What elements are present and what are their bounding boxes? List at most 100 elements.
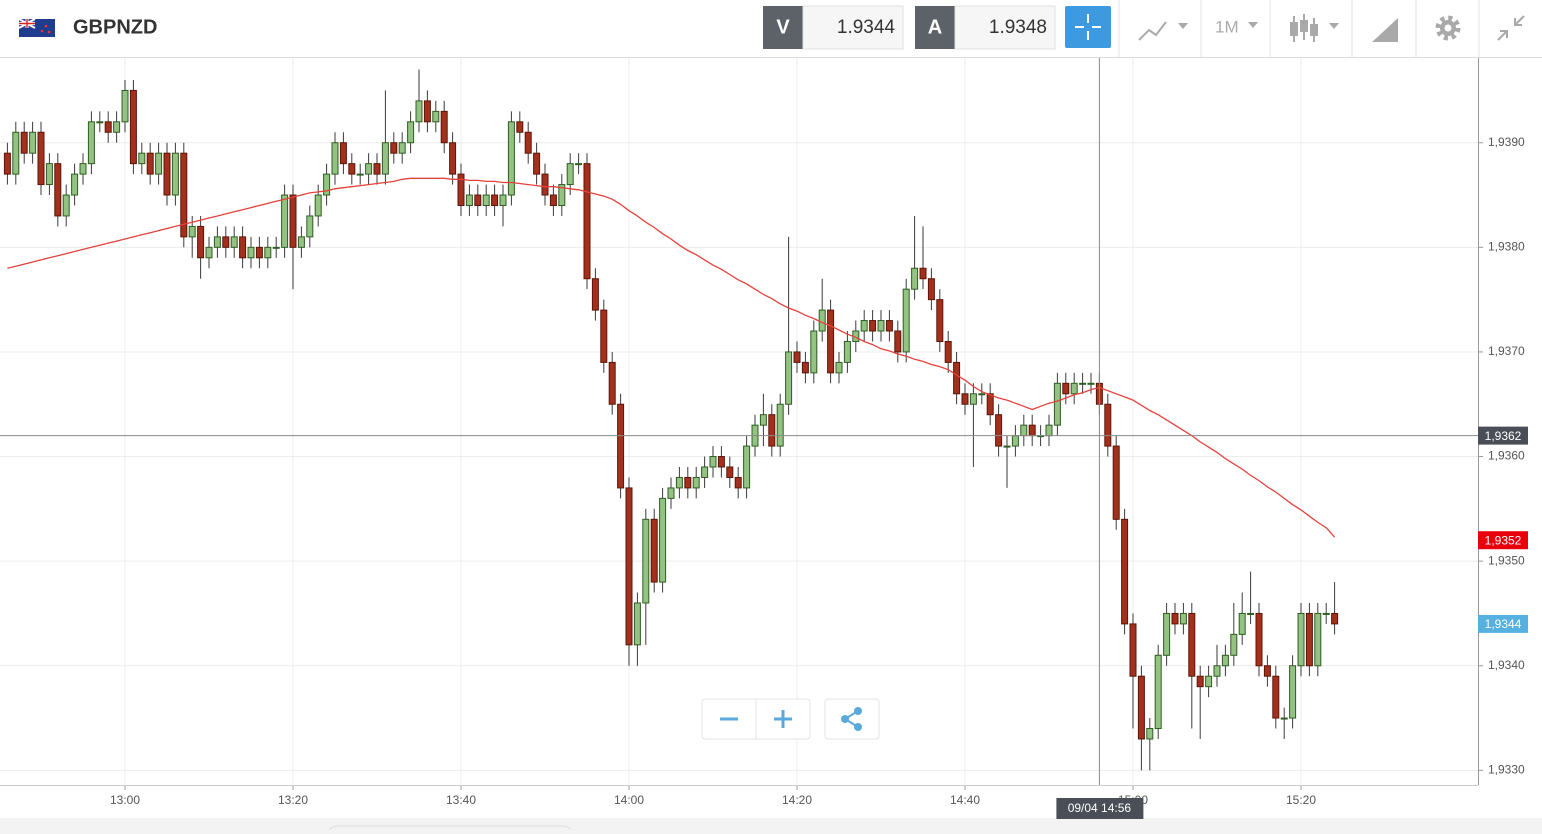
candle-body-up — [911, 267, 919, 290]
candle-style-button[interactable] — [1290, 14, 1339, 42]
candle-body-up — [1230, 633, 1238, 656]
crosshair-button[interactable] — [1065, 6, 1111, 48]
candle-body-down — [869, 320, 877, 332]
zoom-out-button[interactable] — [702, 699, 756, 739]
candle-body-up — [499, 194, 507, 206]
candle-body-up — [692, 476, 700, 489]
candle-body-up — [113, 121, 121, 133]
price-label: 1,9344 — [1485, 617, 1522, 631]
candle-body-up — [1205, 675, 1213, 688]
candle-body-up — [902, 288, 910, 353]
candle-body-up — [205, 246, 213, 259]
y-tick-label: 1,9330 — [1488, 763, 1525, 777]
price-label: 1,9362 — [1485, 429, 1522, 443]
candle-body-down — [180, 152, 188, 238]
candle-body-up — [860, 320, 868, 332]
bid-button[interactable] — [763, 6, 803, 49]
zoom-in-button[interactable] — [756, 699, 810, 739]
candle-body-up — [1314, 612, 1322, 667]
candle-body-down — [684, 476, 692, 489]
candle-body-down — [936, 299, 944, 342]
moving-average-line — [7, 177, 1336, 538]
candle-body-up — [12, 131, 20, 175]
candle-body-up — [709, 456, 717, 468]
candle-body-up — [1070, 382, 1078, 395]
candle-body-down — [289, 194, 297, 248]
candle-body-down — [1196, 675, 1204, 688]
y-tick-label: 1,9390 — [1488, 135, 1525, 149]
candle-body-down — [339, 142, 347, 165]
candle-body-up — [1247, 612, 1255, 615]
candle-body-up — [432, 110, 440, 123]
candle-body-down — [524, 131, 532, 154]
candle-body-up — [87, 121, 95, 165]
candle-body-down — [995, 414, 1003, 447]
candle-body-down — [768, 414, 776, 447]
candle-body-down — [54, 163, 62, 217]
candle-body-down — [491, 194, 499, 206]
candle-body-up — [566, 163, 574, 186]
candle-body-up — [1163, 612, 1171, 656]
x-tick-label: 13:20 — [278, 793, 308, 807]
time-label: 09/04 14:56 — [1068, 801, 1132, 815]
y-tick-label: 1,9360 — [1488, 449, 1525, 463]
candle-body-up — [272, 246, 280, 249]
x-tick-label: 14:20 — [782, 793, 812, 807]
candle-body-down — [591, 278, 599, 311]
timeframe-button[interactable]: 1M — [1215, 17, 1258, 36]
ask-button[interactable] — [915, 6, 955, 49]
bid-price: 1.9344 — [837, 17, 896, 38]
candle-body-up — [1297, 612, 1305, 667]
candle-body-down — [163, 152, 171, 196]
candle-body-up — [1045, 424, 1053, 437]
ask-box — [954, 5, 1056, 50]
candle-body-down — [953, 361, 961, 395]
candle-body-down — [827, 309, 835, 374]
candle-body-up — [230, 236, 238, 248]
chart-type-button[interactable] — [1138, 21, 1188, 41]
candle-body-down — [440, 110, 448, 144]
candle-body-down — [734, 476, 742, 489]
settings-button[interactable] — [1435, 15, 1461, 41]
drawing-button[interactable] — [1372, 18, 1398, 42]
candle-body-up — [1322, 612, 1330, 615]
y-tick-label: 1,9340 — [1488, 658, 1525, 672]
candle-body-down — [449, 142, 457, 175]
candle-body-down — [1121, 518, 1129, 625]
collapse-button[interactable] — [1497, 15, 1525, 41]
candle-body-down — [919, 267, 927, 280]
candle-body-down — [600, 309, 608, 363]
candle-body-down — [3, 152, 11, 175]
zoom-controls — [701, 698, 880, 740]
candle-body-up — [1087, 382, 1095, 385]
candle-body-down — [1028, 424, 1036, 437]
candle-body-up — [776, 403, 784, 447]
candle-body-down — [197, 225, 205, 259]
candle-body-down — [793, 351, 801, 363]
candle-body-down — [104, 121, 112, 133]
candle-body-up — [297, 236, 305, 248]
candle-body-down — [944, 340, 952, 363]
candle-body-up — [743, 445, 751, 489]
candle-body-down — [650, 518, 658, 583]
share-button[interactable] — [824, 698, 880, 740]
candle-body-down — [894, 330, 902, 353]
candle-body-down — [1255, 612, 1263, 667]
candle-body-up — [835, 361, 843, 374]
toolbar: GBPNZD V 1.9344 A 1.9348 1M — [0, 0, 1542, 58]
candle-body-up — [71, 173, 79, 196]
candle-body-up — [79, 163, 87, 175]
candle-body-up — [171, 152, 179, 196]
candle-body-down — [20, 131, 28, 154]
navigator[interactable] — [0, 818, 1542, 834]
candle-body-down — [608, 361, 616, 405]
candle-body-down — [474, 194, 482, 206]
candle-body-down — [516, 121, 524, 133]
price-label-box — [1478, 614, 1528, 633]
candle-body-up — [188, 225, 196, 238]
candle-body-up — [1020, 424, 1028, 437]
navigator-window — [329, 825, 571, 831]
candle-body-up — [381, 142, 389, 175]
candle-body-up — [810, 330, 818, 374]
y-tick-label: 1,9370 — [1488, 344, 1525, 358]
